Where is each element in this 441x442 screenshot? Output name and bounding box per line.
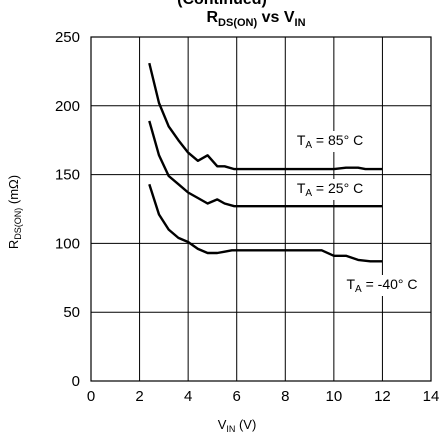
y-tick-label: 150: [55, 167, 80, 184]
y-axis-label-main: R: [6, 240, 21, 249]
y-axis-label-sub: DS(ON): [13, 208, 23, 240]
series-label-bg: [344, 275, 420, 296]
series-label-main: T: [297, 132, 306, 148]
x-tick-label: 6: [233, 388, 241, 405]
header-fragment: (Continued): [177, 0, 267, 8]
x-axis-label-sub: IN: [226, 424, 235, 434]
x-tick-label: 0: [87, 388, 95, 405]
series-label-tail: = 85° C: [312, 132, 363, 148]
series-label-sub: A: [305, 140, 312, 151]
tick-labels: 0 2 4 6 8 10 12 14 0 50 100 150 200 250: [55, 29, 439, 405]
series-label-bg: [294, 131, 366, 152]
x-tick-label: 4: [184, 388, 192, 405]
x-tick-label: 8: [281, 388, 289, 405]
chart-title-mid: vs V: [257, 9, 295, 26]
y-tick-label: 200: [55, 98, 80, 115]
series-line-0: [148, 62, 383, 171]
grid: [90, 36, 432, 382]
y-tick-label: 100: [55, 235, 80, 252]
series-label-tail: = -40° C: [362, 276, 418, 292]
x-tick-label: 10: [326, 388, 343, 405]
x-tick-label: 14: [423, 388, 440, 405]
chart-title-main: R: [206, 9, 218, 26]
series-label-bg: [294, 179, 366, 200]
chart-title: RDS(ON) vs VIN: [206, 9, 305, 29]
plot-frame: [90, 36, 432, 382]
chart-title-sub1: DS(ON): [218, 17, 257, 29]
y-tick-label: 50: [63, 304, 80, 321]
x-tick-label: 2: [135, 388, 143, 405]
x-axis-label: VIN (V): [218, 417, 257, 434]
y-tick-label: 250: [55, 29, 80, 46]
series-label: TA = -40° C: [346, 276, 417, 295]
x-tick-label: 12: [374, 388, 391, 405]
series-label-tail: = 25° C: [312, 180, 363, 196]
x-axis-label-tail: (V): [235, 417, 256, 432]
series-labels: TA = 85° CTA = 25° CTA = -40° C: [294, 131, 420, 296]
series-label-main: T: [297, 180, 306, 196]
series-label: TA = 25° C: [297, 180, 363, 199]
series-label-sub: A: [305, 188, 312, 199]
series-label: TA = 85° C: [297, 132, 363, 151]
y-tick-label: 0: [72, 373, 80, 390]
series-lines: [148, 62, 383, 263]
series-line-2: [148, 183, 383, 263]
series-label-main: T: [346, 276, 355, 292]
x-axis-label-main: V: [218, 417, 227, 432]
y-axis-label-tail: (mΩ): [6, 175, 21, 208]
series-label-sub: A: [355, 284, 362, 295]
y-axis-label: RDS(ON) (mΩ): [6, 175, 23, 249]
chart-title-sub2: IN: [295, 17, 306, 29]
series-line-1: [148, 120, 383, 208]
